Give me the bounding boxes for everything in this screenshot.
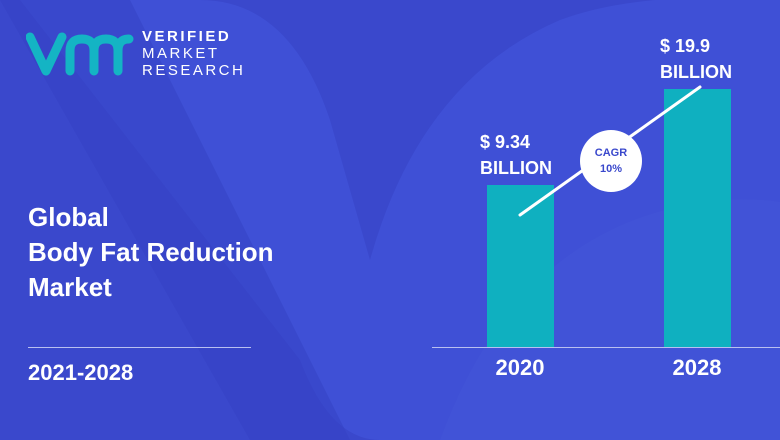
data-label-2020-unit: BILLION — [480, 158, 552, 178]
report-title: Global Body Fat Reduction Market — [28, 200, 274, 305]
data-label-2028: $ 19.9 BILLION — [660, 33, 732, 85]
title-line-1: Global — [28, 202, 109, 232]
cagr-badge: CAGR 10% — [580, 130, 642, 192]
brand-line-1: VERIFIED — [142, 28, 232, 45]
brand-logo: VERIFIED MARKET RESEARCH — [26, 28, 245, 79]
x-label-2020: 2020 — [495, 355, 545, 380]
x-label-2028: 2028 — [672, 355, 722, 380]
data-label-2028-unit: BILLION — [660, 62, 732, 82]
bar-2028 — [664, 89, 731, 347]
data-label-2020-amount: $ 9.34 — [480, 132, 531, 152]
title-line-2: Body Fat Reduction — [28, 237, 274, 267]
bar-2020 — [487, 185, 554, 347]
cagr-label: CAGR — [594, 147, 628, 159]
brand-line-2: MARKET — [142, 45, 220, 62]
data-label-2028-amount: $ 19.9 — [660, 36, 711, 56]
cagr-value: 10% — [599, 163, 623, 175]
title-divider — [28, 347, 251, 348]
title-line-3: Market — [28, 272, 112, 302]
forecast-period: 2021-2028 — [28, 360, 134, 385]
vmr-logo-icon — [26, 32, 134, 75]
data-label-2020: $ 9.34 BILLION — [480, 129, 552, 181]
brand-line-3: RESEARCH — [142, 62, 246, 79]
chart-baseline — [432, 347, 780, 348]
